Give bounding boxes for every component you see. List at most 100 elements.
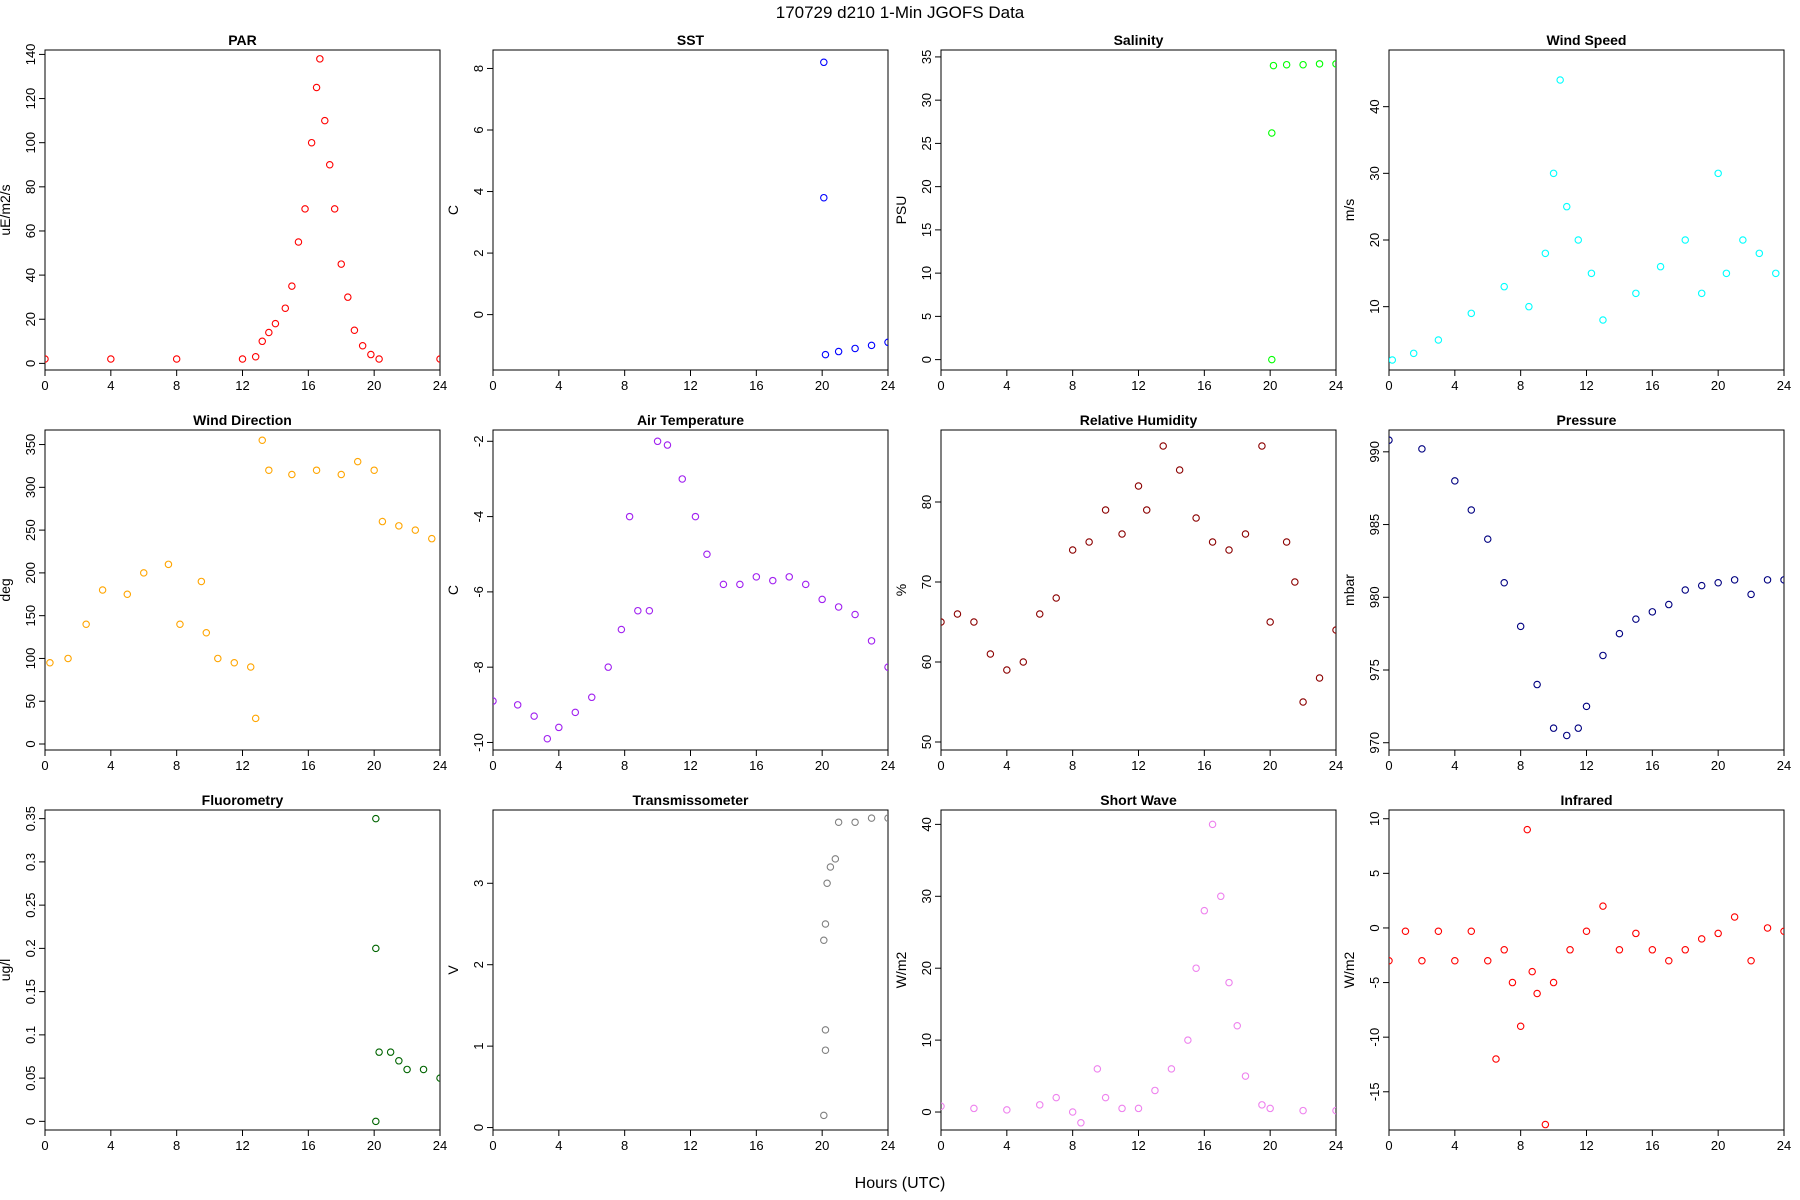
- data-point: [1467, 506, 1476, 514]
- data-point: [1401, 927, 1410, 935]
- data-point: [1315, 674, 1324, 682]
- y-tick-label: 70: [919, 575, 934, 589]
- data-point: [1052, 1093, 1060, 1102]
- data-point: [395, 522, 403, 530]
- y-axis-label: uE/m2/s: [0, 184, 13, 235]
- data-point: [1467, 309, 1476, 318]
- data-point: [821, 920, 830, 928]
- data-point: [1291, 578, 1299, 586]
- data-point: [370, 466, 378, 474]
- x-tick-label: 12: [1131, 378, 1145, 393]
- data-point: [288, 282, 296, 290]
- data-point: [1528, 967, 1536, 976]
- x-tick-label: 24: [433, 758, 447, 773]
- data-point: [1615, 946, 1624, 954]
- data-point: [834, 818, 843, 826]
- data-point: [1118, 530, 1126, 538]
- y-tick-label: 0: [1367, 924, 1382, 931]
- plot-frame: [1388, 429, 1785, 751]
- data-point: [1159, 442, 1167, 450]
- data-points: [46, 436, 436, 723]
- data-point: [1541, 1120, 1550, 1129]
- data-point: [1755, 249, 1764, 258]
- panel-title: Wind Direction: [193, 412, 292, 428]
- data-points: [45, 55, 440, 363]
- data-point: [1258, 1101, 1266, 1109]
- y-tick-label: 150: [23, 605, 38, 627]
- y-tick-label: 250: [23, 519, 38, 541]
- x-tick-label: 0: [1385, 1138, 1392, 1153]
- x-tick-label: 0: [41, 1138, 48, 1153]
- plot-frame: [1388, 49, 1785, 371]
- data-point: [1714, 929, 1722, 938]
- y-axis-label: %: [893, 584, 909, 596]
- y-tick-label: -6: [471, 586, 486, 598]
- x-tick-label: 16: [301, 378, 315, 393]
- y-tick-label: 0: [23, 740, 38, 747]
- x-tick-label: 16: [1197, 1138, 1211, 1153]
- data-point: [1225, 978, 1233, 987]
- data-point: [941, 618, 945, 626]
- data-point: [851, 344, 859, 353]
- data-point: [375, 355, 383, 363]
- data-point: [1533, 680, 1541, 689]
- data-point: [1409, 349, 1418, 358]
- x-tick-label: 4: [555, 758, 562, 773]
- y-tick-label: 10: [919, 1033, 934, 1047]
- data-point: [337, 470, 345, 479]
- y-tick-label: 5: [1367, 870, 1382, 877]
- data-point: [801, 580, 810, 589]
- data-point: [1418, 956, 1426, 965]
- data-point: [1451, 477, 1459, 485]
- data-point: [530, 712, 538, 720]
- data-point: [1574, 724, 1583, 732]
- y-tick-label: 100: [23, 132, 38, 154]
- data-point: [634, 606, 642, 615]
- data-points: [1389, 825, 1784, 1129]
- data-points: [941, 820, 1336, 1127]
- data-point: [571, 708, 580, 717]
- y-tick-label: 8: [471, 65, 486, 72]
- x-tick-label: 4: [107, 1138, 114, 1153]
- plot-frame: [1388, 809, 1785, 1131]
- x-tick-label: 4: [1451, 1138, 1458, 1153]
- x-tick-label: 20: [815, 1138, 829, 1153]
- x-tick-label: 4: [107, 758, 114, 773]
- x-tick-label: 4: [1003, 758, 1010, 773]
- data-point: [419, 1065, 428, 1074]
- data-point: [1516, 622, 1525, 631]
- data-point: [555, 723, 563, 732]
- y-tick-label: -5: [1367, 977, 1382, 989]
- data-point: [1739, 236, 1747, 244]
- data-points: [372, 814, 440, 1126]
- x-tick-label: 24: [433, 378, 447, 393]
- y-tick-label: -10: [471, 733, 486, 752]
- data-point: [1484, 956, 1492, 965]
- x-tick-label: 24: [1777, 758, 1791, 773]
- data-point: [884, 663, 888, 671]
- y-tick-label: 985: [1367, 514, 1382, 536]
- panel-title: Fluorometry: [202, 792, 284, 808]
- x-tick-label: 24: [881, 1138, 895, 1153]
- x-tick-label: 24: [1777, 1138, 1791, 1153]
- x-tick-label: 16: [301, 1138, 315, 1153]
- y-tick-label: 100: [23, 648, 38, 670]
- x-tick-label: 24: [881, 378, 895, 393]
- data-point: [1434, 927, 1443, 935]
- y-tick-label: 1: [471, 1043, 486, 1050]
- data-point: [1217, 892, 1225, 901]
- y-axis-label: mbar: [1341, 574, 1357, 606]
- data-point: [1282, 538, 1291, 546]
- data-point: [64, 654, 72, 663]
- data-point: [1632, 929, 1640, 938]
- data-point: [1467, 927, 1476, 935]
- panel-title: PAR: [228, 32, 257, 48]
- panel-air-temperature: Air Temperature C 0 4 8 12 16 20 24 -10 -8 -6 -4 -2: [445, 412, 895, 773]
- data-point: [1151, 1086, 1159, 1095]
- data-point: [678, 475, 687, 483]
- data-point: [1389, 956, 1393, 965]
- data-point: [214, 654, 222, 663]
- data-point: [1077, 1119, 1085, 1127]
- data-point: [107, 355, 115, 363]
- y-tick-label: 2: [471, 249, 486, 256]
